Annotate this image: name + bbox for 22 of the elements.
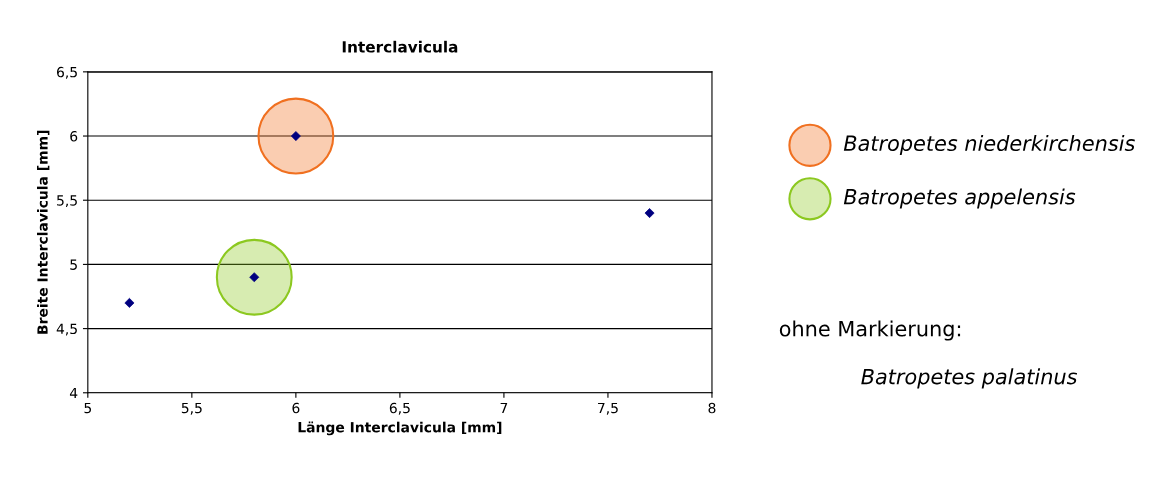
legend-label: Batropetes niederkirchensis [843, 134, 1135, 156]
legend-label: Batropetes appelensis [843, 188, 1076, 209]
chart-title: Interclavicula [342, 40, 458, 53]
y-tick-label: 4 [69, 387, 78, 399]
x-axis-title: Länge Interclavicula [mm] [298, 421, 502, 436]
text: ohne Markierung: [779, 320, 961, 341]
x-tick-label: 5,5 [181, 402, 202, 415]
point [215, 238, 293, 316]
y-tick-label: 6 [70, 131, 78, 142]
text: Batropetes palatinus [861, 368, 1078, 389]
x-tick-label: 7 [500, 402, 508, 414]
x-tick-label: 7,5 [598, 402, 618, 415]
y-tick-label: 5,5 [57, 195, 77, 208]
x-tick-label: 5 [84, 402, 92, 414]
y-tick-label: 4,5 [56, 323, 77, 336]
y-tick-label: 6,5 [56, 66, 77, 79]
x-tick-label: 8 [708, 402, 716, 414]
y-tick-label: 5 [70, 259, 77, 270]
x-tick-label: 6 [292, 402, 300, 414]
x-tick-label: 6,5 [389, 402, 410, 415]
point [257, 97, 335, 175]
y-axis-title: Breite Interclavicula [mm] [37, 130, 50, 334]
